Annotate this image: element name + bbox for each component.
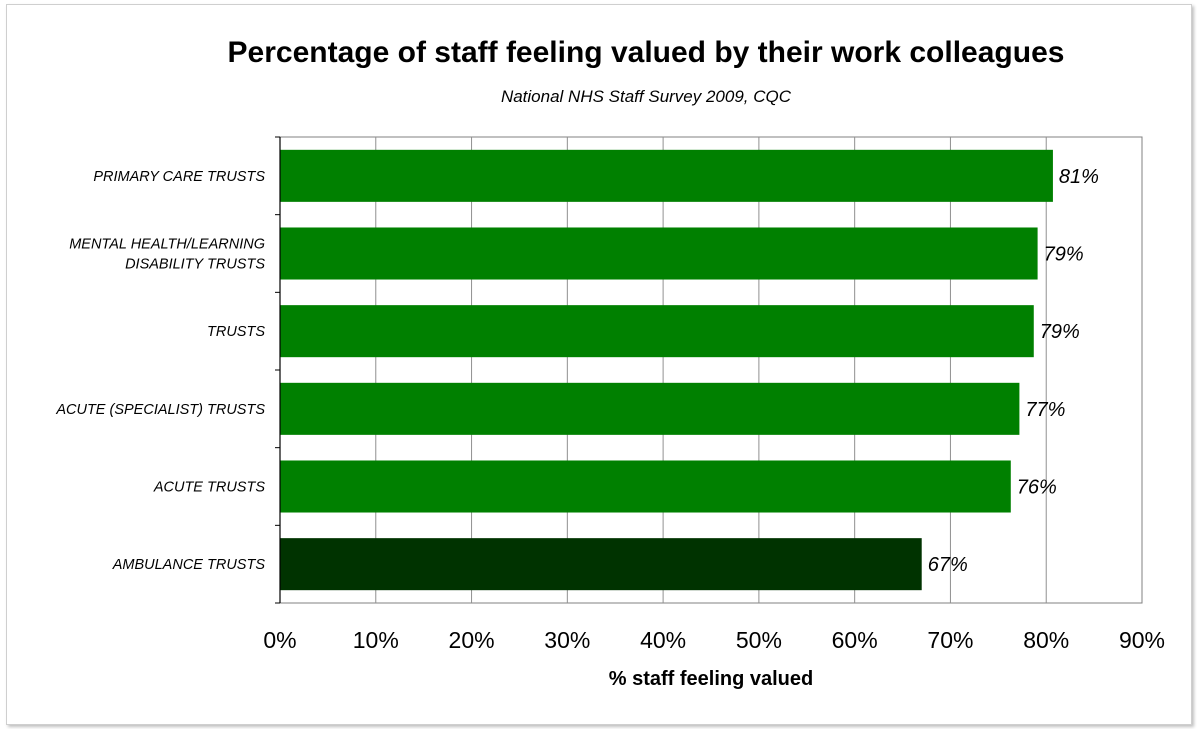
x-tick-label: 40% (640, 627, 686, 653)
bar (280, 460, 1011, 513)
category-label: PRIMARY CARE TRUSTS (93, 169, 265, 185)
x-tick-label: 0% (263, 627, 296, 653)
bar (280, 149, 1053, 202)
chart-subtitle: National NHS Staff Survey 2009, CQC (500, 87, 792, 106)
x-tick-label: 90% (1119, 627, 1165, 653)
bar (280, 382, 1020, 435)
x-tick-label: 30% (544, 627, 590, 653)
data-label: 79% (1040, 321, 1080, 343)
category-label: DISABILITY TRUSTS (125, 257, 265, 273)
category-label: ACUTE (SPECIALIST) TRUSTS (55, 402, 265, 418)
bar (280, 227, 1038, 280)
x-tick-label: 60% (832, 627, 878, 653)
category-label: MENTAL HEALTH/LEARNING (69, 237, 265, 253)
plot-area (279, 136, 1143, 604)
data-label: 67% (928, 554, 968, 576)
x-tick-label: 70% (927, 627, 973, 653)
category-label: AMBULANCE TRUSTS (112, 557, 266, 573)
x-tick-label: 20% (449, 627, 495, 653)
bar (280, 538, 922, 591)
data-label: 76% (1017, 477, 1057, 499)
x-tick-label: 50% (736, 627, 782, 653)
data-label: 81% (1059, 166, 1099, 188)
category-label: ACUTE TRUSTS (153, 480, 266, 496)
bar (280, 305, 1034, 358)
category-label: TRUSTS (207, 324, 265, 340)
data-label: 79% (1044, 244, 1084, 266)
x-tick-label: 80% (1023, 627, 1069, 653)
x-tick-label: 10% (353, 627, 399, 653)
chart-title: Percentage of staff feeling valued by th… (227, 36, 1065, 69)
x-axis-label: % staff feeling valued (608, 668, 814, 690)
data-label: 77% (1025, 399, 1065, 421)
